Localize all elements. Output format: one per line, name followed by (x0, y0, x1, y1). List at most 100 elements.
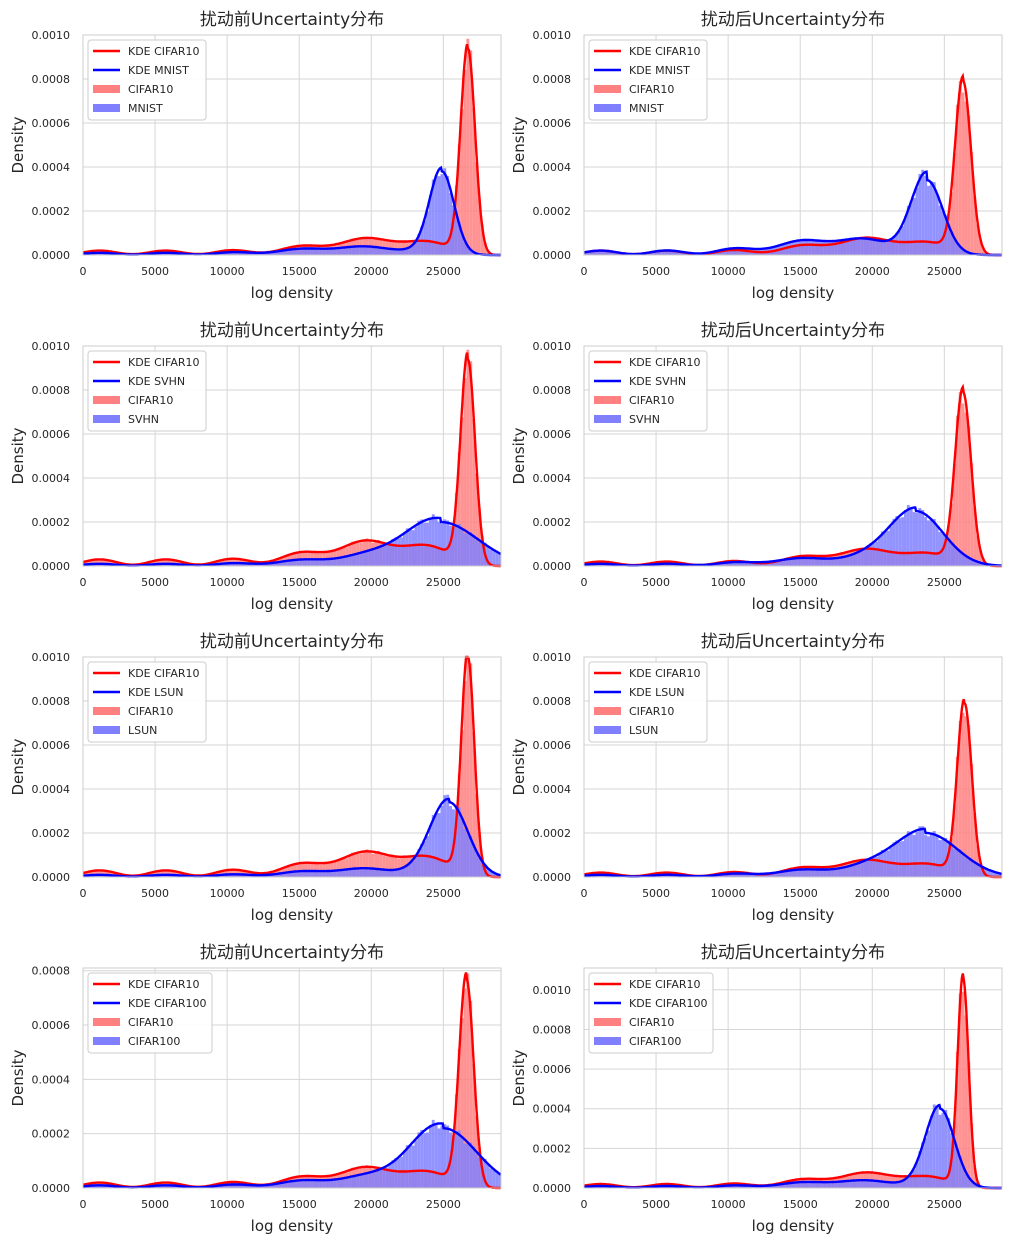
x-tick-label: 20000 (855, 576, 890, 589)
histogram-bar (232, 563, 236, 566)
histogram-bar (733, 562, 737, 566)
histogram-bar (325, 248, 329, 255)
histogram-bar (382, 869, 386, 877)
histogram-bar (586, 251, 590, 255)
histogram-bar (472, 534, 476, 566)
histogram-bar (889, 239, 893, 255)
histogram-bar (731, 248, 734, 255)
histogram-bar (405, 864, 409, 877)
histogram-bar (443, 795, 447, 877)
histogram-bar (463, 69, 467, 255)
histogram-bar (454, 212, 458, 255)
histogram-bar (472, 843, 476, 877)
histogram-bar (915, 512, 919, 566)
histogram-bar (434, 175, 438, 255)
histogram-bar (852, 553, 855, 566)
histogram-bar (469, 1000, 473, 1188)
histogram-bar (878, 536, 881, 566)
histogram-bar (475, 162, 478, 255)
histogram-bar (276, 873, 280, 877)
subplot-7: 0 5000 10000 15000 20000 25000 0.0000 0.0002 0.0… (9, 943, 502, 1235)
histogram-bar (437, 521, 441, 566)
histogram-bar (967, 426, 971, 566)
histogram-bar (924, 517, 928, 566)
histogram-bar (880, 1181, 884, 1188)
x-tick-label: 5000 (141, 576, 169, 589)
histogram-bar (339, 1178, 343, 1188)
chart-title: 扰动前Uncertainty分布 (200, 10, 384, 30)
histogram-bar (293, 560, 297, 566)
histogram-bar (817, 869, 821, 877)
histogram-bar (345, 556, 349, 566)
histogram-bar (785, 243, 789, 255)
histogram-bar (100, 1185, 104, 1188)
legend-label: CIFAR100 (629, 1035, 681, 1048)
histogram-bar (460, 1018, 464, 1188)
histogram-bar (457, 221, 461, 255)
histogram-bar (958, 993, 962, 1188)
histogram-bar (955, 1051, 959, 1188)
histogram-bar (973, 861, 977, 877)
histogram-bar (849, 866, 853, 877)
kde-line (583, 698, 1002, 879)
histogram-bar (797, 558, 801, 566)
legend-label: CIFAR100 (128, 1035, 180, 1048)
histogram-bar (227, 874, 231, 877)
x-tick-label: 25000 (927, 576, 962, 589)
histogram-bar (728, 248, 732, 255)
histogram-bar (287, 1181, 291, 1188)
histogram-bar (736, 247, 740, 255)
x-tick-label: 25000 (927, 265, 962, 278)
histogram-bar (434, 1123, 438, 1188)
legend-label: CIFAR10 (629, 1016, 674, 1029)
histogram-bar (886, 530, 890, 566)
chart-title: 扰动前Uncertainty分布 (200, 632, 384, 652)
legend: KDE CIFAR10 KDE LSUN CIFAR10 LSUN (588, 661, 708, 743)
histogram-bar (955, 242, 959, 255)
legend-label: KDE CIFAR10 (128, 356, 200, 369)
histogram-bar (872, 857, 876, 877)
histogram-bar (950, 503, 953, 566)
histogram-bar (733, 873, 737, 877)
histogram-bar (351, 1176, 354, 1188)
histogram-bar (486, 251, 490, 255)
histogram-bar (472, 251, 476, 255)
histogram-bar (857, 1180, 861, 1188)
histogram-bar (247, 252, 251, 255)
histogram-bar (270, 563, 274, 566)
histogram-bar (837, 558, 841, 566)
plot-frame (82, 967, 502, 1189)
histogram-bar (860, 1180, 864, 1188)
histogram-bar (918, 173, 922, 255)
histogram-bar (751, 561, 755, 566)
histogram-bar (880, 849, 884, 877)
histogram-bar (875, 241, 879, 255)
histogram-bar (307, 1180, 311, 1188)
histogram-bar (267, 874, 271, 877)
chart-title: 扰动前Uncertainty分布 (200, 943, 384, 963)
histogram-bar (284, 250, 288, 255)
histogram-bar (440, 174, 444, 255)
histogram-bar (391, 538, 395, 566)
histogram-bar (417, 234, 421, 255)
histogram-bar (230, 563, 233, 566)
histogram-bar (449, 806, 452, 877)
histogram-bar (302, 862, 305, 877)
y-tick-label: 0.0004 (533, 161, 572, 174)
x-tick-label: 0 (80, 887, 87, 900)
histogram-bar (863, 239, 867, 255)
y-axis-label: Density (510, 116, 528, 173)
histogram-bar (927, 1130, 930, 1188)
plot-frame (583, 34, 1003, 256)
histogram-bar (426, 211, 429, 255)
histogram-bar (843, 866, 847, 877)
x-tick-label: 0 (581, 887, 588, 900)
histogram-bar (976, 864, 979, 877)
histogram-bar (88, 1185, 92, 1188)
legend-label: KDE CIFAR100 (128, 997, 207, 1010)
histogram-bar (952, 848, 956, 877)
histogram-bar (397, 1158, 401, 1188)
histogram-bar (241, 1184, 245, 1188)
histogram-bar (782, 244, 786, 255)
legend-patch-swatch (594, 1018, 621, 1026)
